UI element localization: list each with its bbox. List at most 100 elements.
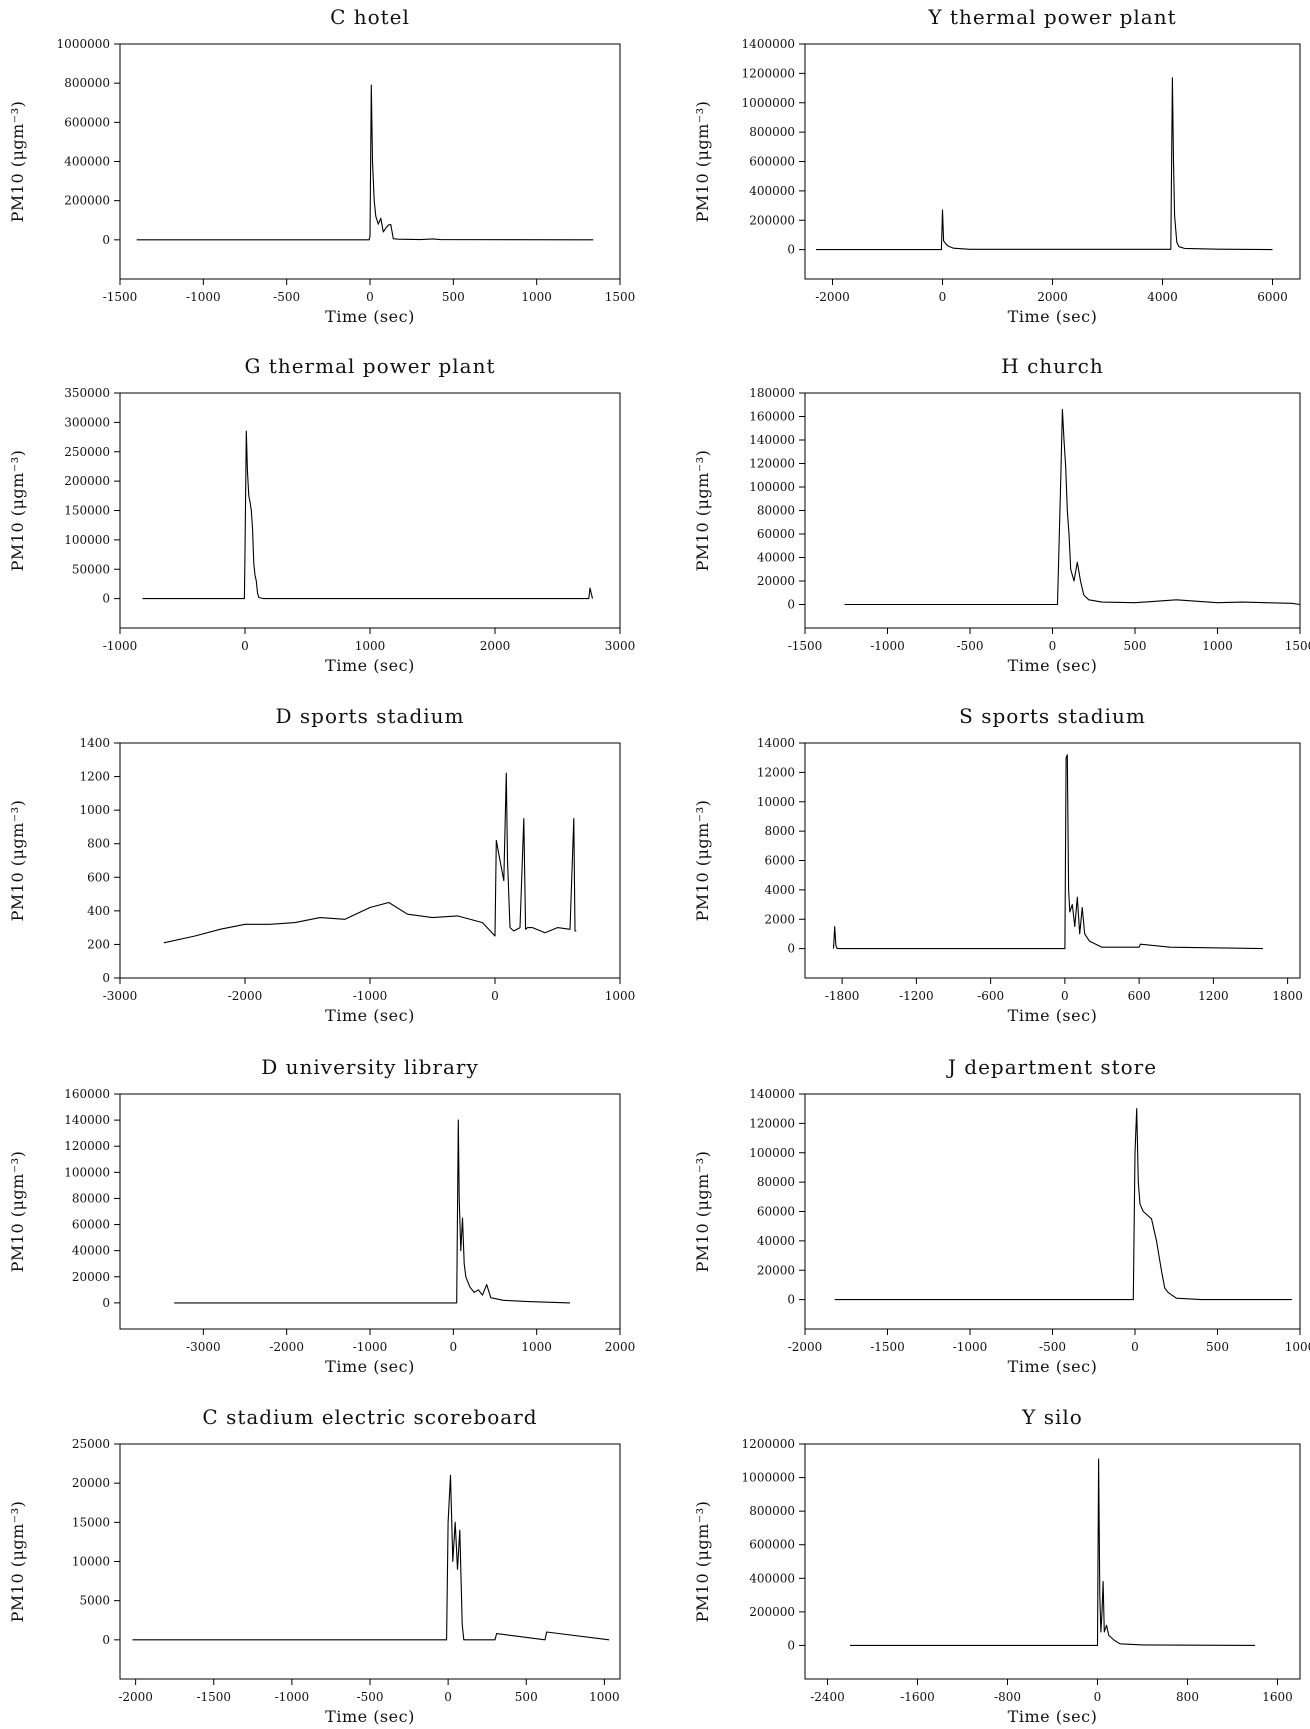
x-tick-label: -500 — [957, 639, 984, 653]
y-tick-label: 200000 — [749, 213, 795, 227]
y-tick-label: 150000 — [64, 504, 110, 518]
y-axis-label: PM10 (μgm⁻³) — [693, 800, 712, 922]
y-tick-label: 0 — [102, 1296, 110, 1310]
x-tick-label: 500 — [1124, 639, 1147, 653]
x-axis-label: Time (sec) — [1008, 1006, 1098, 1025]
y-tick-label: 160000 — [64, 1087, 110, 1101]
y-tick-label: 1400 — [79, 736, 110, 750]
chart-title: C stadium electric scoreboard — [202, 1405, 537, 1429]
y-tick-label: 200000 — [64, 474, 110, 488]
x-tick-label: 1500 — [605, 290, 636, 304]
x-tick-label: -1500 — [103, 290, 138, 304]
x-tick-label: 4000 — [1147, 290, 1178, 304]
x-tick-label: -2000 — [228, 989, 263, 1003]
x-tick-label: -1000 — [186, 290, 221, 304]
x-tick-label: -600 — [977, 989, 1004, 1003]
plot-frame — [804, 43, 1301, 280]
x-tick-label: -2400 — [810, 1690, 845, 1704]
y-tick-label: 20000 — [72, 1476, 110, 1490]
chart-title: C hotel — [330, 5, 410, 29]
plot-frame — [119, 1093, 621, 1330]
chart-title: D university library — [261, 1055, 479, 1079]
y-tick-label: 0 — [102, 1633, 110, 1647]
y-tick-label: 400000 — [64, 155, 110, 169]
y-tick-label: 1000000 — [57, 37, 110, 51]
series-line — [844, 408, 1301, 606]
y-axis-label: PM10 (μgm⁻³) — [693, 1151, 712, 1273]
x-axis-label: Time (sec) — [1008, 307, 1098, 326]
y-tick-label: 800000 — [749, 1504, 795, 1518]
x-tick-label: 0 — [1061, 989, 1069, 1003]
y-tick-label: 60000 — [72, 1218, 110, 1232]
x-tick-label: 2000 — [605, 1340, 636, 1354]
x-tick-label: 2000 — [480, 639, 511, 653]
x-tick-label: 0 — [450, 1340, 458, 1354]
series-line — [832, 754, 1263, 950]
y-tick-label: 12000 — [757, 765, 795, 779]
y-axis-label: PM10 (μgm⁻³) — [8, 1151, 27, 1273]
x-tick-label: 1000 — [521, 1340, 552, 1354]
x-tick-label: -1000 — [953, 1340, 988, 1354]
x-tick-label: -1200 — [899, 989, 934, 1003]
y-tick-label: 10000 — [72, 1555, 110, 1569]
x-tick-label: 0 — [1049, 639, 1057, 653]
plot-frame — [804, 392, 1301, 629]
y-tick-label: 5000 — [79, 1594, 110, 1608]
x-tick-label: 0 — [1094, 1690, 1102, 1704]
x-tick-label: -1500 — [196, 1690, 231, 1704]
plot-frame — [119, 742, 621, 979]
x-tick-label: 0 — [241, 639, 249, 653]
y-tick-label: 60000 — [757, 1205, 795, 1219]
y-tick-label: 0 — [787, 1293, 795, 1307]
x-tick-label: -2000 — [118, 1690, 153, 1704]
chart-title: H church — [1001, 354, 1103, 378]
plot-frame — [804, 742, 1301, 979]
y-tick-label: 200 — [87, 937, 110, 951]
x-axis-label: Time (sec) — [1008, 1357, 1098, 1376]
chart-panel: Y thermal power plant-2000 0 2000 4000 60000… — [693, 5, 1301, 326]
x-tick-label: -500 — [357, 1690, 384, 1704]
y-tick-label: 140000 — [749, 1087, 795, 1101]
y-tick-label: 14000 — [757, 736, 795, 750]
series-line — [850, 1458, 1256, 1646]
chart-panel: D sports stadium -3000 -2000 -1000 0 1000 0 200… — [8, 704, 635, 1025]
x-tick-label: 1000 — [1202, 639, 1233, 653]
y-axis-label: PM10 (μgm⁻³) — [8, 101, 27, 223]
x-tick-label: 1600 — [1262, 1690, 1293, 1704]
chart-title: G thermal power plant — [244, 354, 495, 378]
y-axis-label: PM10 (μgm⁻³) — [8, 800, 27, 922]
series-line — [142, 430, 594, 600]
x-tick-label: -1000 — [870, 639, 905, 653]
y-tick-label: 80000 — [757, 1175, 795, 1189]
plot-frame — [119, 392, 621, 629]
y-tick-label: 1000 — [79, 803, 110, 817]
y-tick-label: 1200 — [79, 770, 110, 784]
plot-frame — [119, 1443, 621, 1680]
y-axis-label: PM10 (μgm⁻³) — [693, 1501, 712, 1623]
plot-frame — [119, 43, 621, 280]
series-line — [163, 772, 577, 944]
y-tick-label: 180000 — [749, 386, 795, 400]
y-tick-label: 20000 — [72, 1270, 110, 1284]
y-tick-label: 140000 — [749, 433, 795, 447]
series-line — [132, 1474, 610, 1641]
x-tick-label: 800 — [1176, 1690, 1199, 1704]
y-tick-label: 120000 — [64, 1139, 110, 1153]
y-tick-label: 140000 — [64, 1113, 110, 1127]
x-tick-label: 3000 — [605, 639, 636, 653]
plot-frame — [804, 1443, 1301, 1680]
x-tick-label: -3000 — [186, 1340, 221, 1354]
y-tick-label: 600000 — [749, 1538, 795, 1552]
y-tick-label: 20000 — [757, 1263, 795, 1277]
chart-panel: D university library -3000 -2000 -1000 0 1000… — [8, 1055, 635, 1376]
y-tick-label: 25000 — [72, 1437, 110, 1451]
x-tick-label: 0 — [444, 1690, 452, 1704]
x-axis-label: Time (sec) — [1008, 1707, 1098, 1726]
x-tick-label: 0 — [366, 290, 374, 304]
y-tick-label: 4000 — [764, 883, 795, 897]
x-tick-label: 6000 — [1257, 290, 1288, 304]
x-tick-label: 1000 — [605, 989, 636, 1003]
chart-panel: G thermal power plant-1000 0 1000 2000 30000… — [8, 354, 635, 675]
y-tick-label: 400000 — [749, 184, 795, 198]
y-tick-label: 800000 — [64, 76, 110, 90]
